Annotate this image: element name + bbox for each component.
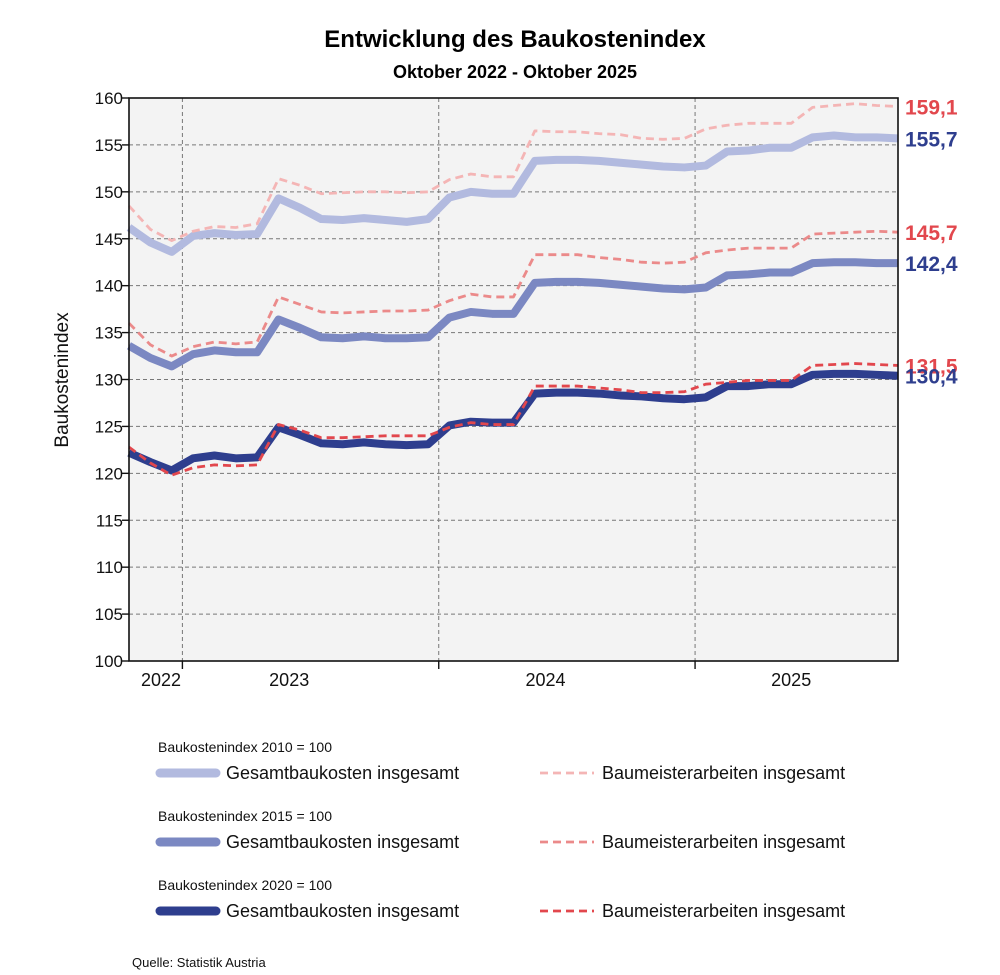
legend-label: Baumeisterarbeiten insgesamt xyxy=(602,901,845,921)
x-tick-label: 2023 xyxy=(269,670,309,690)
y-tick-label: 155 xyxy=(95,136,123,155)
x-axis: 2022 2023 2024 2025 xyxy=(141,661,811,690)
end-label: 155,7 xyxy=(905,128,958,151)
series-layer xyxy=(126,102,899,477)
legend: Baukostenindex 2010 = 100 Gesamtbaukosten… xyxy=(155,739,845,921)
series-line-3 xyxy=(127,258,898,371)
legend-group-heading: Baukostenindex 2020 = 100 xyxy=(158,877,332,893)
y-tick-label: 120 xyxy=(95,464,123,483)
y-tick-label: 130 xyxy=(95,371,123,390)
x-tick-label: 2022 xyxy=(141,670,181,690)
y-tick-label: 110 xyxy=(96,558,123,577)
source-note: Quelle: Statistik Austria xyxy=(132,955,266,970)
end-label: 159,1 xyxy=(905,96,958,119)
y-tick-label: 140 xyxy=(95,277,123,296)
y-axis: 100 105 110 115 120 125 130 135 140 145 150 155 160 xyxy=(95,89,129,671)
y-tick-label: 100 xyxy=(95,652,123,671)
legend-label: Gesamtbaukosten insgesamt xyxy=(226,901,459,921)
end-label: 145,7 xyxy=(905,222,958,245)
chart-title: Entwicklung des Baukostenindex xyxy=(324,26,706,53)
y-axis-label: Baukostenindex xyxy=(52,312,73,448)
series-line-1 xyxy=(126,131,899,256)
series-line-5 xyxy=(127,369,899,475)
legend-label: Baumeisterarbeiten insgesamt xyxy=(602,763,845,783)
x-tick-label: 2024 xyxy=(526,670,566,690)
series-line-4 xyxy=(128,229,899,358)
legend-label: Gesamtbaukosten insgesamt xyxy=(226,763,459,783)
legend-group-heading: Baukostenindex 2015 = 100 xyxy=(158,808,332,824)
y-tick-label: 150 xyxy=(95,183,123,202)
x-tick-label: 2025 xyxy=(771,670,811,690)
y-tick-label: 145 xyxy=(95,230,123,249)
series-line-2 xyxy=(127,102,899,243)
end-label: 130,4 xyxy=(905,366,958,389)
end-label: 142,4 xyxy=(905,253,958,276)
y-tick-label: 105 xyxy=(95,605,123,624)
legend-group-heading: Baukostenindex 2010 = 100 xyxy=(158,739,332,755)
y-tick-label: 135 xyxy=(95,324,123,343)
y-tick-label: 160 xyxy=(95,89,123,108)
end-label: 131,5 xyxy=(905,355,958,378)
legend-label: Baumeisterarbeiten insgesamt xyxy=(602,832,845,852)
series-line-6 xyxy=(128,362,899,477)
legend-label: Gesamtbaukosten insgesamt xyxy=(226,832,459,852)
y-tick-label: 115 xyxy=(96,511,123,530)
chart-subtitle: Oktober 2022 - Oktober 2025 xyxy=(393,62,637,82)
y-tick-label: 125 xyxy=(95,417,123,436)
